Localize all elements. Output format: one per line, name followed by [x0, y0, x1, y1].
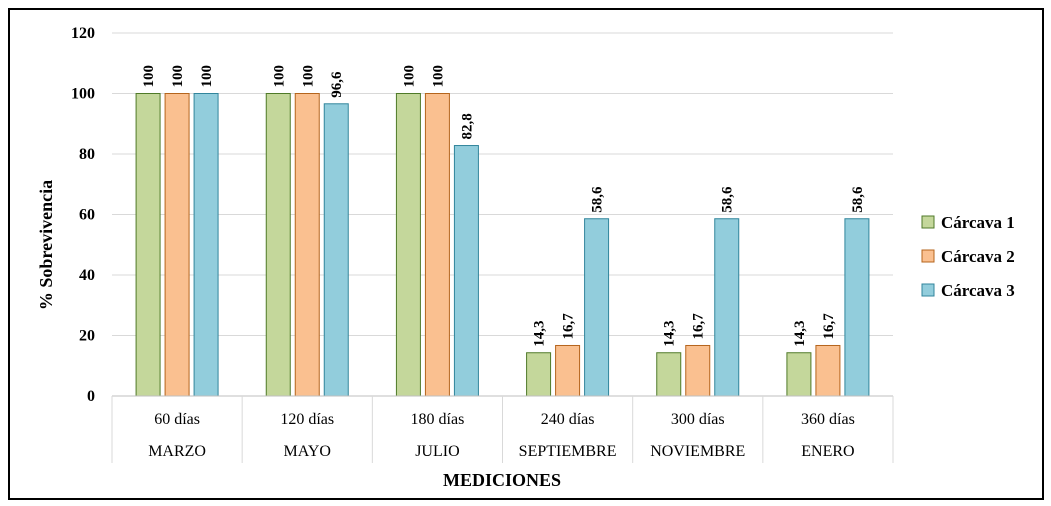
data-label: 100 — [271, 65, 287, 88]
x-group-label: JULIO — [415, 443, 459, 460]
x-axis-title: MEDICIONES — [443, 470, 561, 490]
x-tick-label: 60 días — [154, 411, 200, 428]
data-label: 16,7 — [691, 313, 707, 340]
data-label: 100 — [300, 65, 316, 88]
data-label: 14,3 — [662, 320, 678, 346]
x-tick-label: 120 días — [280, 411, 334, 428]
legend-swatch — [921, 215, 935, 229]
data-label: 16,7 — [561, 313, 577, 340]
x-axis: 60 días MARZO 120 días MAYO 180 días JULIO 240… — [111, 395, 894, 463]
data-label: 14,3 — [532, 320, 548, 346]
data-label: 58,6 — [720, 186, 736, 213]
data-label: 58,6 — [850, 186, 866, 213]
x-tick-label: 300 días — [671, 411, 725, 428]
data-label: 100 — [141, 65, 157, 88]
y-tick-label: 100 — [71, 86, 95, 103]
bar — [786, 352, 812, 397]
data-label: 100 — [430, 65, 446, 88]
x-tick-label: 240 días — [541, 411, 595, 428]
bar — [453, 145, 479, 397]
x-group-label: ENERO — [801, 443, 854, 460]
y-tick-label: 0 — [87, 388, 95, 405]
x-tick-label: 180 días — [411, 411, 465, 428]
data-label: 100 — [401, 65, 417, 88]
bar — [714, 218, 740, 397]
bar — [135, 93, 161, 397]
legend: Cárcava 1 Cárcava 2 Cárcava 3 — [921, 213, 1015, 300]
x-group-label: MAYO — [284, 443, 331, 460]
bar — [656, 352, 682, 397]
bar — [526, 352, 552, 397]
x-group-label: SEPTIEMBRE — [519, 443, 617, 460]
x-group-label: NOVIEMBRE — [650, 443, 745, 460]
legend-swatch — [921, 283, 935, 297]
data-label: 96,6 — [329, 71, 345, 98]
legend-label: Cárcava 2 — [941, 247, 1015, 266]
bar — [584, 218, 610, 397]
data-label: 100 — [199, 65, 215, 88]
data-label: 58,6 — [590, 186, 606, 213]
y-tick-label: 80 — [79, 146, 95, 163]
bar — [323, 103, 349, 397]
data-label: 82,8 — [459, 113, 475, 139]
legend-label: Cárcava 3 — [941, 281, 1015, 300]
bar — [193, 93, 219, 397]
legend-label: Cárcava 1 — [941, 213, 1015, 232]
bar — [294, 93, 320, 397]
data-label: 16,7 — [821, 313, 837, 340]
bar — [685, 344, 711, 397]
y-tick-label: 60 — [79, 207, 95, 224]
legend-swatch — [921, 249, 935, 263]
bar — [164, 93, 190, 397]
bar — [395, 93, 421, 397]
bar — [265, 93, 291, 397]
bars — [135, 93, 870, 397]
gridlines — [112, 32, 893, 336]
data-label: 14,3 — [792, 320, 808, 346]
bar — [555, 344, 581, 397]
x-group-label: MARZO — [148, 443, 206, 460]
bar — [424, 93, 450, 397]
y-tick-label: 40 — [79, 267, 95, 284]
data-label: 100 — [170, 65, 186, 88]
y-tick-label: 120 — [71, 25, 95, 42]
y-tick-label: 20 — [79, 328, 95, 345]
x-tick-label: 360 días — [801, 411, 855, 428]
y-axis-title: % Sobrevivencia — [36, 180, 56, 310]
bar — [815, 344, 841, 397]
data-labels: 100 100 100 100 100 96,6 100 100 82,8 14,3 16,7 58,… — [141, 65, 866, 347]
bar — [844, 218, 870, 397]
y-axis: 0 20 40 60 80 100 120 — [71, 25, 95, 405]
